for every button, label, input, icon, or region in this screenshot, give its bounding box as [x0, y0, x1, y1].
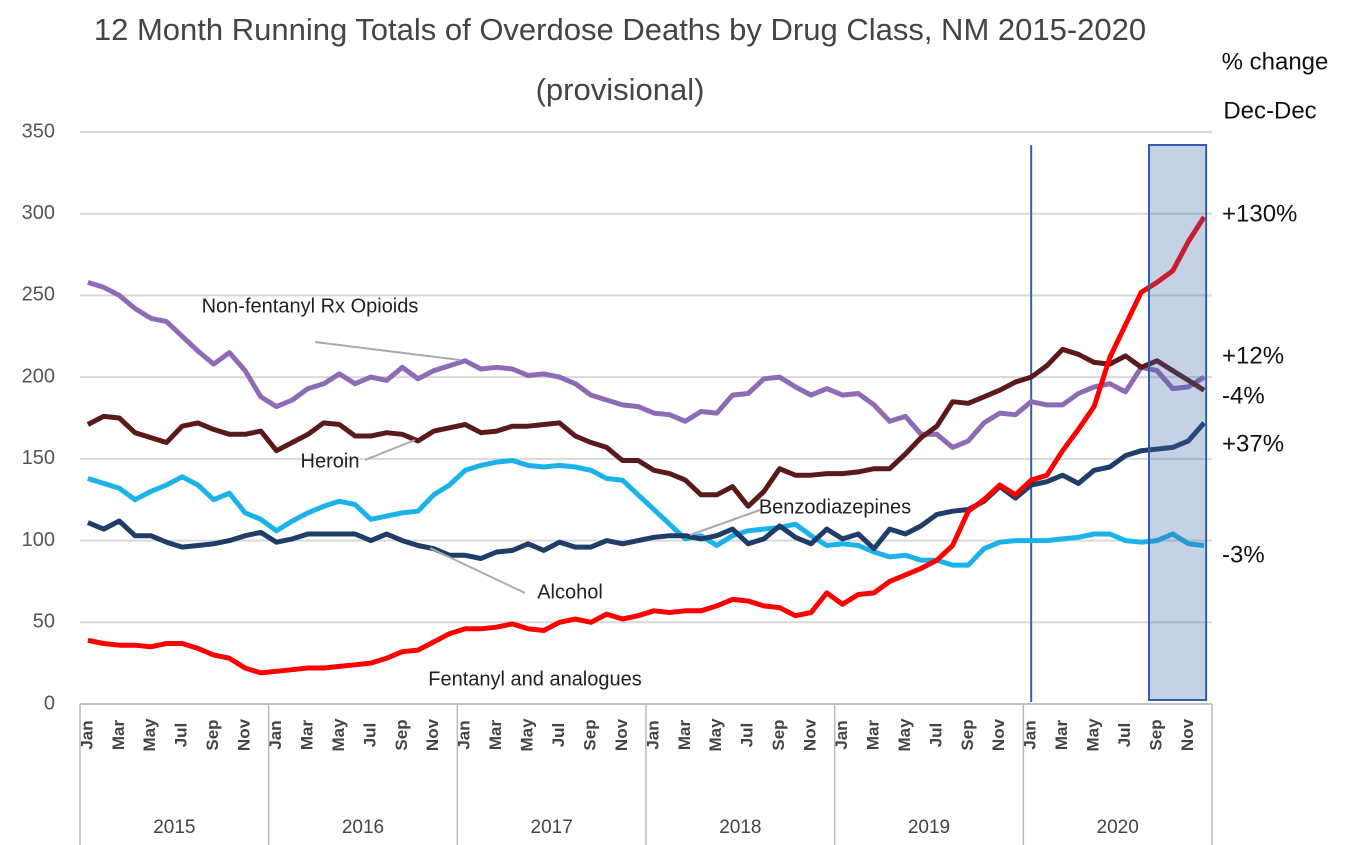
series-line: [87, 458, 1205, 568]
series-label: Heroin: [301, 450, 360, 472]
x-tick-label: Nov: [612, 718, 631, 751]
chart-subtitle: (provisional): [536, 72, 705, 107]
x-tick-label: Nov: [1178, 718, 1197, 751]
year-label: 2015: [153, 817, 195, 838]
x-tick-label: Mar: [297, 720, 316, 751]
leader-line: [364, 439, 416, 461]
y-tick-label: 50: [33, 611, 55, 633]
x-tick-label: Jan: [643, 720, 662, 749]
x-tick-label: Mar: [675, 720, 694, 751]
year-label: 2018: [719, 817, 761, 838]
series-line: [86, 346, 1206, 509]
x-tick-label: Jul: [360, 723, 379, 748]
series-line: [87, 215, 1207, 676]
x-tick-label: Nov: [989, 718, 1008, 751]
chart-title: 12 Month Running Totals of Overdose Deat…: [94, 12, 1146, 47]
change-label: +130%: [1222, 200, 1297, 227]
series-label: Non-fentanyl Rx Opioids: [202, 295, 419, 317]
series-label: Alcohol: [537, 581, 603, 603]
change-header: % change: [1222, 48, 1329, 75]
x-tick-label: Nov: [235, 718, 254, 751]
y-tick-label: 200: [22, 365, 55, 387]
highlight-box: [1147, 144, 1208, 701]
x-tick-label: May: [1084, 718, 1103, 752]
x-tick-label: Sep: [392, 719, 411, 750]
y-tick-label: 350: [22, 120, 55, 142]
x-tick-label: Sep: [580, 719, 599, 750]
x-tick-label: Jan: [1021, 720, 1040, 749]
x-tick-label: Jan: [832, 720, 851, 749]
x-tick-label: Sep: [958, 719, 977, 750]
x-tick-label: May: [518, 718, 537, 752]
x-tick-label: Jul: [926, 723, 945, 748]
x-tick-label: Mar: [1052, 720, 1071, 751]
x-tick-label: Sep: [203, 719, 222, 750]
leader-line: [314, 341, 461, 361]
year-label: 2020: [1097, 817, 1139, 838]
year-label: 2016: [342, 817, 384, 838]
year-label: 2017: [531, 817, 573, 838]
change-label: -3%: [1222, 541, 1265, 568]
y-tick-label: 150: [22, 447, 55, 469]
change-header: Dec-Dec: [1223, 97, 1316, 124]
leader-line: [429, 547, 526, 594]
x-tick-label: May: [706, 718, 725, 752]
x-tick-label: Jul: [172, 723, 191, 748]
x-tick-label: Jan: [266, 720, 285, 749]
change-label: -4%: [1222, 382, 1265, 409]
x-tick-label: Sep: [1146, 719, 1165, 750]
x-tick-label: Mar: [863, 720, 882, 751]
x-tick-label: Nov: [423, 718, 442, 751]
series-label: Fentanyl and analogues: [428, 668, 642, 690]
x-tick-label: May: [895, 718, 914, 752]
x-tick-label: Jan: [455, 720, 474, 749]
y-tick-label: 0: [44, 692, 55, 714]
y-tick-label: 300: [22, 202, 55, 224]
y-tick-label: 250: [22, 284, 55, 306]
series-label: Benzodiazepines: [759, 496, 911, 518]
x-tick-label: Mar: [109, 720, 128, 751]
x-tick-label: May: [329, 718, 348, 752]
x-tick-label: Jan: [77, 720, 96, 749]
x-tick-label: Mar: [486, 720, 505, 751]
x-tick-label: Jul: [738, 723, 757, 748]
x-tick-label: Sep: [769, 719, 788, 750]
change-label: +12%: [1222, 342, 1284, 369]
x-tick-label: Jul: [549, 723, 568, 748]
x-tick-label: May: [140, 718, 159, 752]
x-tick-label: Nov: [801, 718, 820, 751]
series-line: [86, 421, 1206, 561]
x-tick-label: Jul: [1115, 723, 1134, 748]
year-label: 2019: [908, 817, 950, 838]
y-tick-label: 100: [22, 529, 55, 551]
change-label: +37%: [1222, 430, 1284, 457]
leader-line: [689, 509, 761, 536]
series-line: [87, 280, 1206, 450]
